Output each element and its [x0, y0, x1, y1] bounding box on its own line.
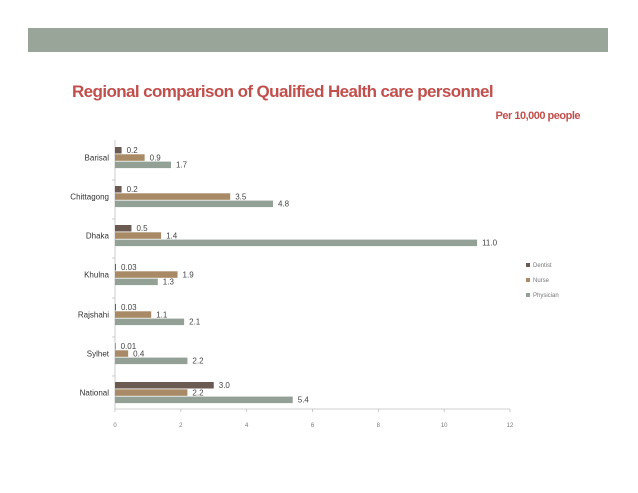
- legend-swatch: [526, 263, 530, 267]
- bar-dentist: [115, 186, 122, 193]
- bar-dentist: [115, 304, 116, 311]
- bar-nurse: [115, 193, 231, 200]
- page-subtitle: Per 10,000 people: [495, 110, 581, 122]
- data-label: 1.4: [166, 231, 178, 240]
- data-label: 1.9: [183, 270, 195, 279]
- bar-nurse: [115, 350, 129, 357]
- data-label: 0.01: [121, 342, 137, 351]
- bar-dentist: [115, 147, 122, 154]
- bar-dentist: [115, 264, 116, 271]
- category-label: Chittagong: [70, 193, 109, 202]
- bar-dentist: [115, 343, 116, 350]
- bar-nurse: [115, 389, 188, 396]
- category-label: Dhaka: [86, 232, 110, 241]
- bar-physician: [115, 357, 188, 365]
- data-label: 1.3: [163, 278, 175, 287]
- category-label: Sylhet: [87, 350, 110, 359]
- bar-physician: [115, 396, 293, 404]
- bar-physician: [115, 239, 478, 247]
- data-label: 2.2: [192, 388, 204, 397]
- bar-nurse: [115, 311, 152, 318]
- data-label: 4.8: [278, 200, 290, 209]
- category-label: Khulna: [84, 271, 109, 280]
- x-tick-label: 4: [245, 423, 249, 429]
- data-label: 0.9: [150, 153, 162, 162]
- bar-physician: [115, 318, 185, 326]
- x-tick-label: 2: [179, 423, 183, 429]
- data-label: 2.1: [189, 318, 201, 327]
- data-label: 3.5: [235, 192, 247, 201]
- data-label: 0.2: [127, 185, 139, 194]
- legend-label: Nurse: [533, 278, 550, 284]
- category-label: National: [80, 389, 110, 398]
- category-label: Barisal: [85, 154, 110, 163]
- data-label: 0.5: [136, 224, 148, 233]
- legend-swatch: [526, 278, 530, 282]
- x-tick-label: 0: [113, 423, 117, 429]
- legend-swatch: [526, 293, 530, 297]
- data-label: 0.4: [133, 349, 145, 358]
- x-tick-label: 10: [441, 423, 448, 429]
- legend-label: Physician: [533, 293, 559, 299]
- bar-nurse: [115, 154, 145, 161]
- bar-nurse: [115, 271, 178, 278]
- x-tick-label: 8: [377, 423, 381, 429]
- bar-dentist: [115, 382, 214, 389]
- data-label: 2.2: [192, 357, 204, 366]
- data-label: 5.4: [298, 396, 310, 405]
- data-label: 0.2: [127, 146, 139, 155]
- category-label: Rajshahi: [78, 311, 109, 320]
- bar-physician: [115, 161, 171, 169]
- data-label: 3.0: [219, 381, 231, 390]
- bar-physician: [115, 200, 273, 208]
- data-label: 1.7: [176, 161, 188, 170]
- bar-physician: [115, 278, 158, 286]
- data-label: 0.03: [121, 263, 137, 272]
- page-title: Regional comparison of Qualified Health …: [72, 82, 494, 101]
- data-label: 11.0: [482, 239, 498, 248]
- data-label: 1.1: [156, 310, 168, 319]
- bar-dentist: [115, 225, 132, 232]
- x-tick-label: 6: [311, 423, 315, 429]
- bar-nurse: [115, 232, 162, 239]
- data-label: 0.03: [121, 303, 137, 312]
- legend-label: Dentist: [533, 263, 552, 269]
- top-banner: [28, 28, 608, 52]
- x-tick-label: 12: [507, 423, 514, 429]
